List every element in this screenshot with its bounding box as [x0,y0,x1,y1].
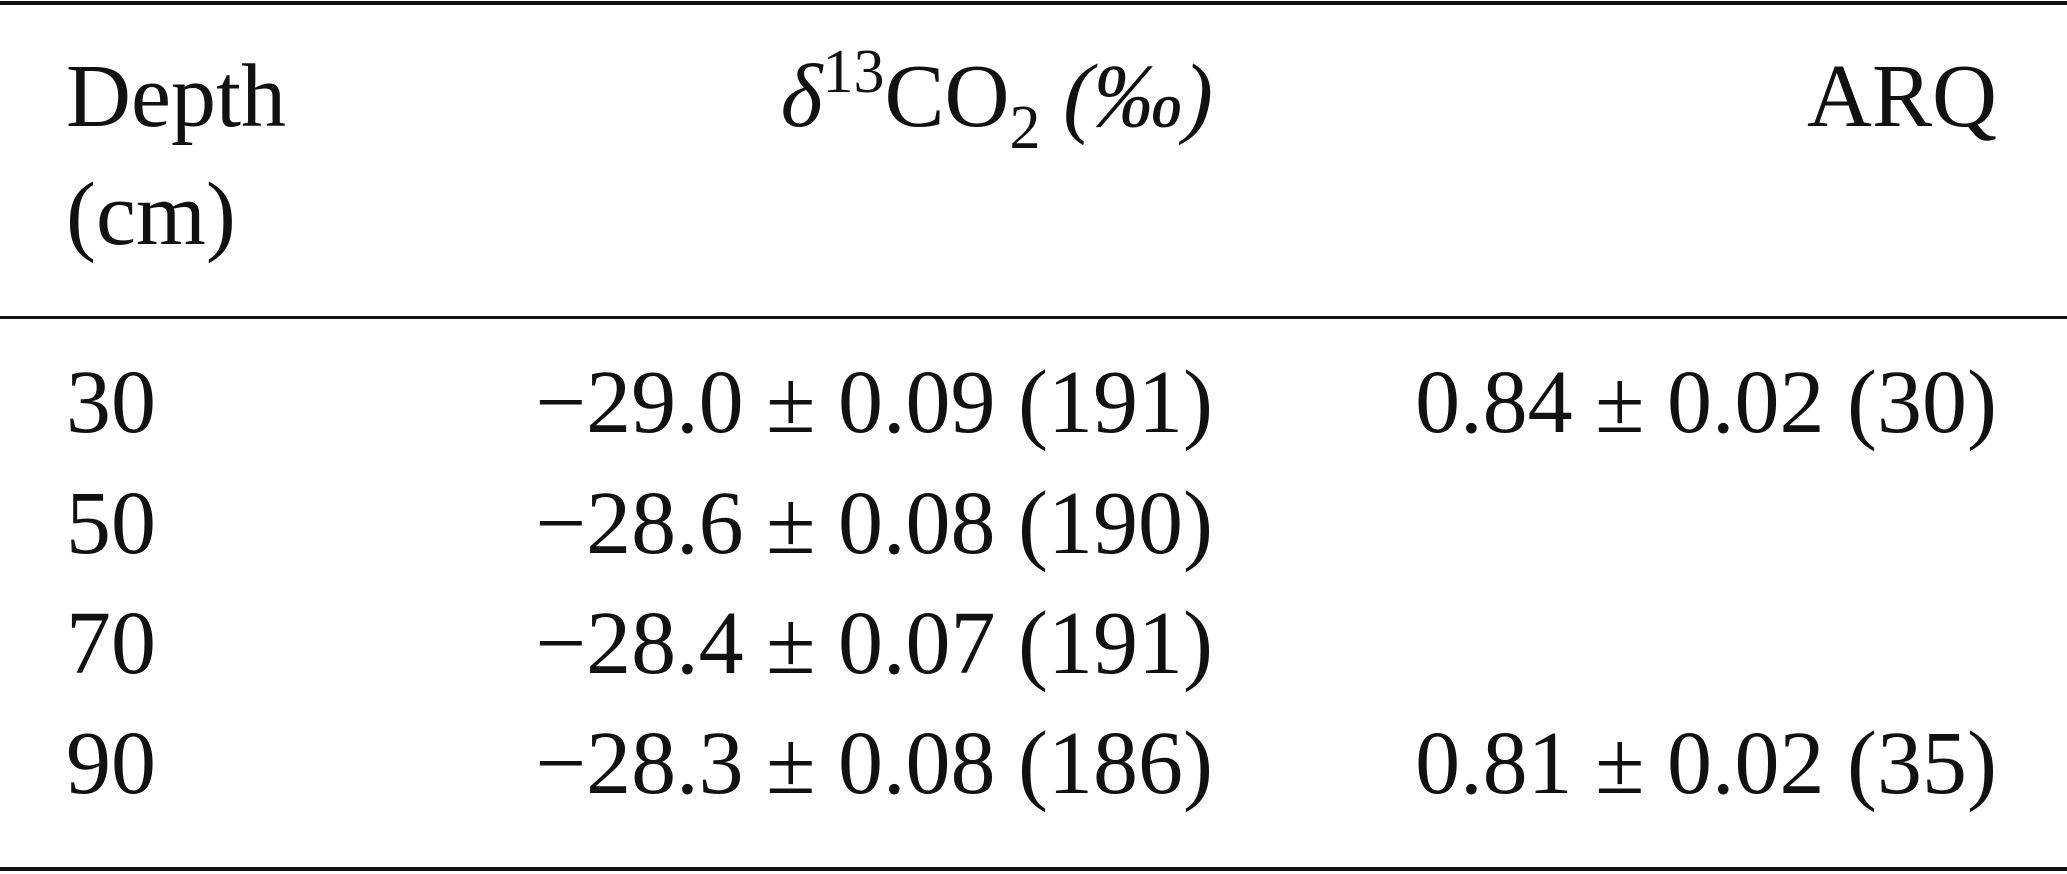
top-rule [0,1,2067,5]
delta-symbol: δ [780,47,823,146]
header-depth: Depth (cm) [66,47,286,264]
delta-base: CO [884,47,1010,146]
table-cell: −28.6 ± 0.08 (190) [535,474,1213,573]
header-delta: δ13CO2 (‰) [780,38,1213,159]
table-cell: 50 [66,474,156,573]
table-cell: 90 [66,714,156,813]
bottom-rule [0,867,2067,871]
table-cell: 0.81 ± 0.02 (35) [1415,714,1997,813]
table-cell: 70 [66,594,156,693]
table-cell: 30 [66,353,156,452]
delta-sub: 2 [1009,94,1041,162]
delta-unit: (‰) [1063,47,1213,146]
header-rule [0,316,2067,319]
table-cell: 0.84 ± 0.02 (30) [1415,353,1997,452]
delta-sup: 13 [822,38,885,106]
header-arq: ARQ [1806,47,1997,146]
table-cell: −28.4 ± 0.07 (191) [535,594,1213,693]
table-cell: −29.0 ± 0.09 (191) [535,353,1213,452]
table-cell: −28.3 ± 0.08 (186) [535,714,1213,813]
